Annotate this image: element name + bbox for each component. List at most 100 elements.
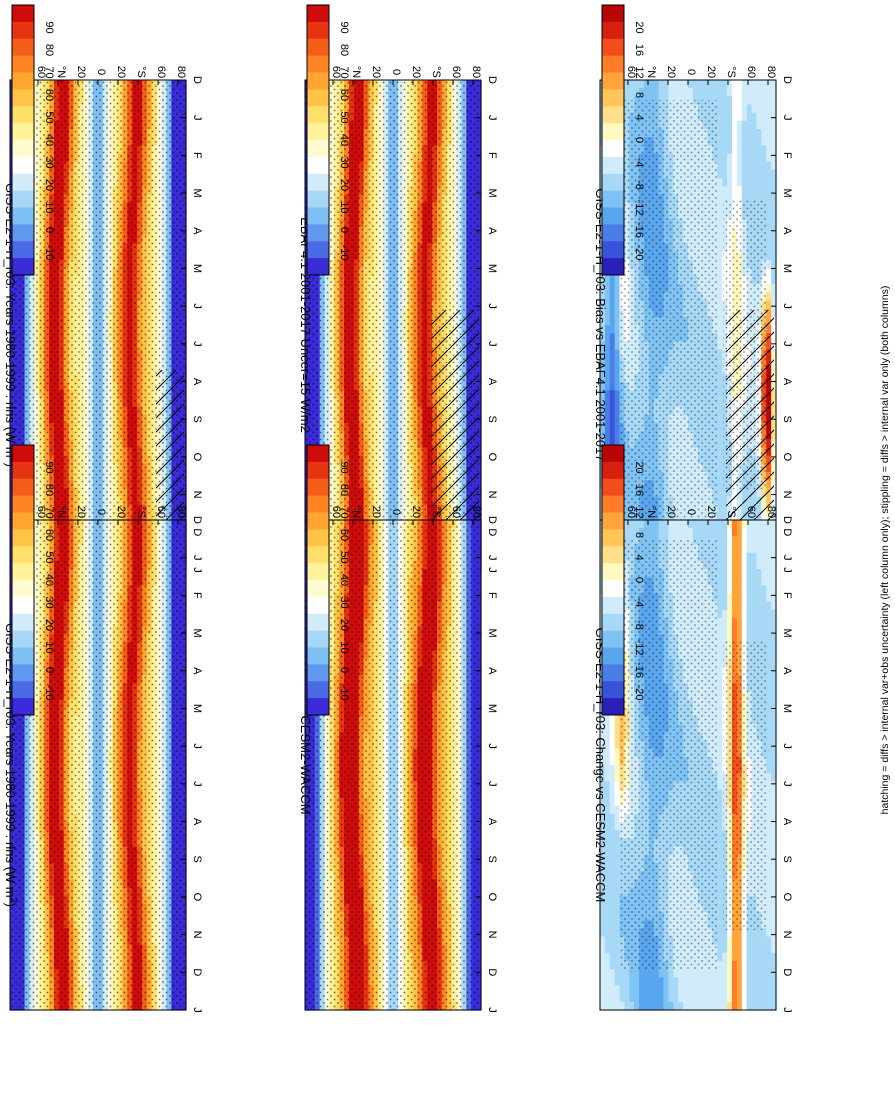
lat-tick-label: 0: [95, 69, 107, 75]
colorbar-swatch: [12, 89, 34, 107]
lat-tick-label: 60: [155, 66, 167, 78]
colorbar-swatch: [12, 241, 34, 259]
month-tick-label: D: [191, 76, 203, 84]
month-tick-label: S: [191, 856, 203, 863]
lat-tick-label: 80: [175, 506, 187, 518]
colorbar-swatch: [12, 55, 34, 73]
lat-tick-label: °S: [135, 66, 147, 78]
month-tick-label: J: [191, 303, 203, 309]
colorbar-swatch: [12, 596, 34, 615]
colorbar-label: 20: [43, 179, 55, 191]
panel-title-end: ): [3, 903, 18, 907]
colorbar-label: 10: [43, 641, 55, 653]
colorbar-swatch: [12, 190, 34, 208]
month-tick-label: F: [191, 152, 203, 159]
lat-tick-label: °N: [55, 66, 67, 78]
lat-tick-label: 80: [175, 66, 187, 78]
colorbar-swatch: [12, 647, 34, 665]
colorbar-swatch: [12, 5, 34, 23]
colorbar-swatch: [12, 563, 34, 581]
colorbar-swatch: [12, 21, 34, 40]
colorbar-swatch: [12, 495, 34, 513]
colorbar-label: 30: [43, 596, 55, 608]
lat-tick-label: 60: [35, 66, 47, 78]
month-tick-label: J: [191, 567, 203, 573]
panel-top-right: GISS-E2-1-H_r03: Years 1980-1999 : rlns …: [3, 444, 203, 1013]
month-tick-label: J: [191, 341, 203, 347]
lat-tick-label: 20: [115, 66, 127, 78]
month-tick-label: J: [191, 743, 203, 749]
month-tick-label: A: [191, 378, 203, 386]
lat-tick-label: 20: [75, 66, 87, 78]
month-tick-label: F: [191, 592, 203, 599]
colorbar-swatch: [12, 258, 34, 276]
colorbar-label: 50: [43, 111, 55, 123]
month-tick-label: O: [191, 453, 203, 462]
month-tick-label: N: [191, 931, 203, 939]
colorbar-label: 60: [43, 89, 55, 101]
month-tick-label: O: [191, 893, 203, 902]
colorbar-swatch: [12, 72, 34, 90]
month-tick-label: J: [191, 115, 203, 121]
month-tick-label: N: [191, 491, 203, 499]
colorbar-label: -10: [43, 685, 55, 701]
colorbar-swatch: [12, 698, 34, 716]
colorbar-swatch: [12, 681, 34, 699]
month-tick-label: S: [191, 416, 203, 423]
colorbar-swatch: [12, 664, 34, 682]
month-tick-label: M: [191, 188, 203, 197]
month-tick-label: A: [191, 818, 203, 826]
month-tick-label: D: [191, 528, 203, 536]
panel-title-end: ): [3, 463, 18, 467]
colorbar-label: 70: [43, 66, 55, 78]
colorbar-swatch: [12, 106, 34, 124]
colorbar-swatch: [12, 156, 34, 175]
colorbar-label: 10: [43, 201, 55, 213]
month-tick-label: A: [191, 667, 203, 675]
colorbar-swatch: [12, 140, 34, 158]
lat-tick-label: 60: [155, 506, 167, 518]
colorbar-label: 50: [43, 551, 55, 563]
month-tick-label: M: [191, 628, 203, 637]
colorbar-label: -10: [43, 245, 55, 261]
colorbar-label: 90: [43, 461, 55, 473]
lat-tick-label: °N: [55, 506, 67, 518]
colorbar-frame: [11, 4, 35, 276]
colorbar-label: 80: [43, 44, 55, 56]
colorbar-swatch: [12, 38, 34, 57]
colorbar-label: 0: [43, 667, 55, 673]
colorbar-swatch: [12, 546, 34, 564]
month-tick-label: J: [191, 555, 203, 561]
colorbar-label: 40: [43, 574, 55, 586]
colorbar-label: 60: [43, 529, 55, 541]
colorbar-swatch: [12, 512, 34, 530]
month-tick-label: M: [191, 264, 203, 273]
colorbar-label: 80: [43, 484, 55, 496]
colorbar-swatch: [12, 461, 34, 480]
colorbar-swatch: [12, 445, 34, 463]
colorbar-swatch: [12, 478, 34, 497]
colorbar-swatch: [12, 224, 34, 242]
lat-tick-label: 0: [95, 509, 107, 515]
colorbar-swatch: [12, 173, 34, 192]
colorbar-label: 0: [43, 227, 55, 233]
month-tick-label: D: [191, 968, 203, 976]
month-tick-label: J: [191, 781, 203, 787]
colorbar-swatch: [12, 207, 34, 225]
colorbar-label: 30: [43, 156, 55, 168]
colorbar-label: 40: [43, 134, 55, 146]
colorbar-label: 70: [43, 506, 55, 518]
colorbar-swatch: [12, 613, 34, 632]
colorbar-swatch: [12, 630, 34, 648]
colorbar-swatch: [12, 123, 34, 141]
lat-tick-label: 20: [75, 506, 87, 518]
month-tick-label: A: [191, 227, 203, 235]
colorbar-swatch: [12, 529, 34, 547]
colorbar-swatch: [12, 580, 34, 598]
lat-tick-label: °S: [135, 506, 147, 518]
stippling: [10, 520, 186, 1010]
month-tick-label: D: [191, 516, 203, 524]
colorbar-label: 20: [43, 619, 55, 631]
